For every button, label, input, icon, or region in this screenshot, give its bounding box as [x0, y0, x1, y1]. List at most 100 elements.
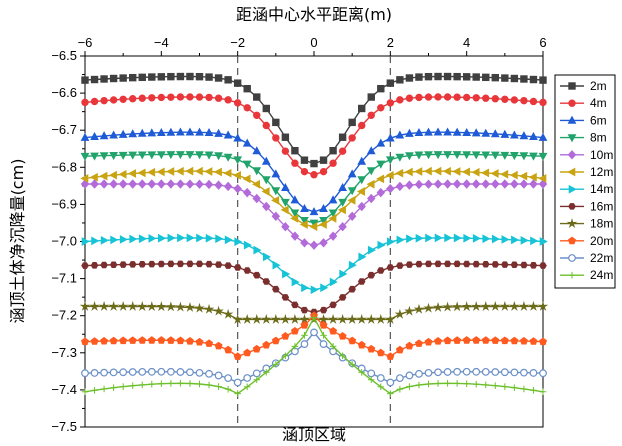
data-point	[357, 201, 366, 212]
data-point	[166, 179, 176, 189]
data-point	[529, 152, 538, 161]
data-point	[481, 336, 490, 344]
data-point	[442, 166, 451, 176]
data-point	[405, 152, 414, 161]
data-point	[129, 234, 138, 244]
data-point	[347, 187, 357, 196]
data-point	[500, 129, 510, 138]
data-point	[252, 344, 261, 353]
data-point	[318, 220, 327, 229]
legend-label: 2m	[590, 79, 607, 93]
data-point	[452, 167, 461, 176]
legend-item: 10m	[560, 148, 613, 162]
data-point	[358, 104, 366, 113]
data-point	[472, 336, 481, 344]
data-point	[528, 300, 539, 311]
data-point	[424, 179, 433, 189]
data-point	[328, 195, 338, 204]
data-point	[148, 73, 156, 81]
data-point	[252, 179, 261, 189]
data-point	[100, 96, 108, 105]
data-point	[539, 237, 548, 246]
data-point	[195, 151, 204, 160]
data-point	[176, 260, 185, 268]
data-point	[413, 303, 425, 314]
data-point	[232, 313, 243, 324]
data-point	[519, 336, 528, 345]
data-point	[310, 159, 318, 168]
legend-label: 8m	[590, 131, 607, 145]
data-point	[290, 231, 300, 241]
data-point	[309, 222, 318, 232]
data-point	[100, 261, 108, 269]
data-point	[262, 201, 271, 212]
data-point	[462, 260, 471, 268]
series-22m	[81, 328, 547, 387]
data-point	[146, 301, 158, 312]
data-point	[377, 240, 386, 250]
data-point	[147, 336, 156, 344]
data-point	[443, 179, 452, 189]
data-point	[177, 233, 186, 243]
data-point	[158, 233, 167, 243]
legend-label: 12m	[590, 165, 613, 179]
series-18m	[79, 300, 549, 324]
data-point	[90, 262, 99, 269]
data-point	[443, 72, 452, 81]
data-point	[367, 93, 375, 101]
data-point	[100, 368, 108, 377]
data-point	[109, 130, 118, 139]
data-point	[405, 74, 414, 82]
data-point	[539, 98, 547, 107]
data-point	[519, 131, 529, 140]
data-point	[470, 301, 482, 312]
data-point	[310, 328, 318, 337]
data-point	[510, 368, 519, 377]
y-tick-label: −7.2	[51, 308, 77, 323]
data-point	[357, 156, 367, 165]
data-point	[252, 193, 261, 204]
legend-label: 24m	[590, 268, 613, 282]
data-point	[471, 128, 481, 137]
data-point	[529, 75, 538, 84]
data-point	[290, 209, 300, 218]
data-point	[480, 301, 491, 311]
data-point	[99, 179, 109, 189]
data-point	[204, 151, 214, 160]
legend-label: 22m	[590, 251, 613, 265]
data-point	[319, 203, 328, 212]
data-point	[214, 341, 223, 350]
data-point	[272, 260, 281, 270]
data-point	[385, 156, 395, 165]
data-point	[568, 82, 576, 90]
data-point	[376, 138, 386, 147]
series-14m	[81, 233, 548, 295]
legend-label: 6m	[590, 113, 607, 127]
data-point	[195, 337, 204, 346]
data-point	[290, 214, 299, 223]
data-point	[491, 261, 500, 268]
data-point	[233, 378, 242, 387]
data-point	[233, 99, 242, 107]
data-point	[175, 166, 184, 176]
data-point	[233, 264, 242, 271]
data-point	[519, 171, 528, 181]
data-point	[385, 313, 396, 324]
data-point	[281, 147, 290, 155]
data-point	[519, 152, 529, 161]
data-point	[348, 336, 357, 345]
data-point	[453, 336, 462, 344]
data-point	[309, 207, 319, 216]
data-point	[157, 73, 166, 81]
data-point	[319, 306, 328, 314]
data-point	[415, 73, 423, 81]
data-point	[404, 305, 415, 316]
data-point	[538, 132, 548, 141]
data-point	[425, 233, 434, 243]
data-point	[327, 313, 339, 324]
data-point	[356, 187, 366, 196]
data-point	[319, 156, 328, 164]
y-tick-label: −7.4	[51, 382, 77, 397]
data-point	[233, 352, 242, 360]
data-point	[89, 172, 98, 182]
